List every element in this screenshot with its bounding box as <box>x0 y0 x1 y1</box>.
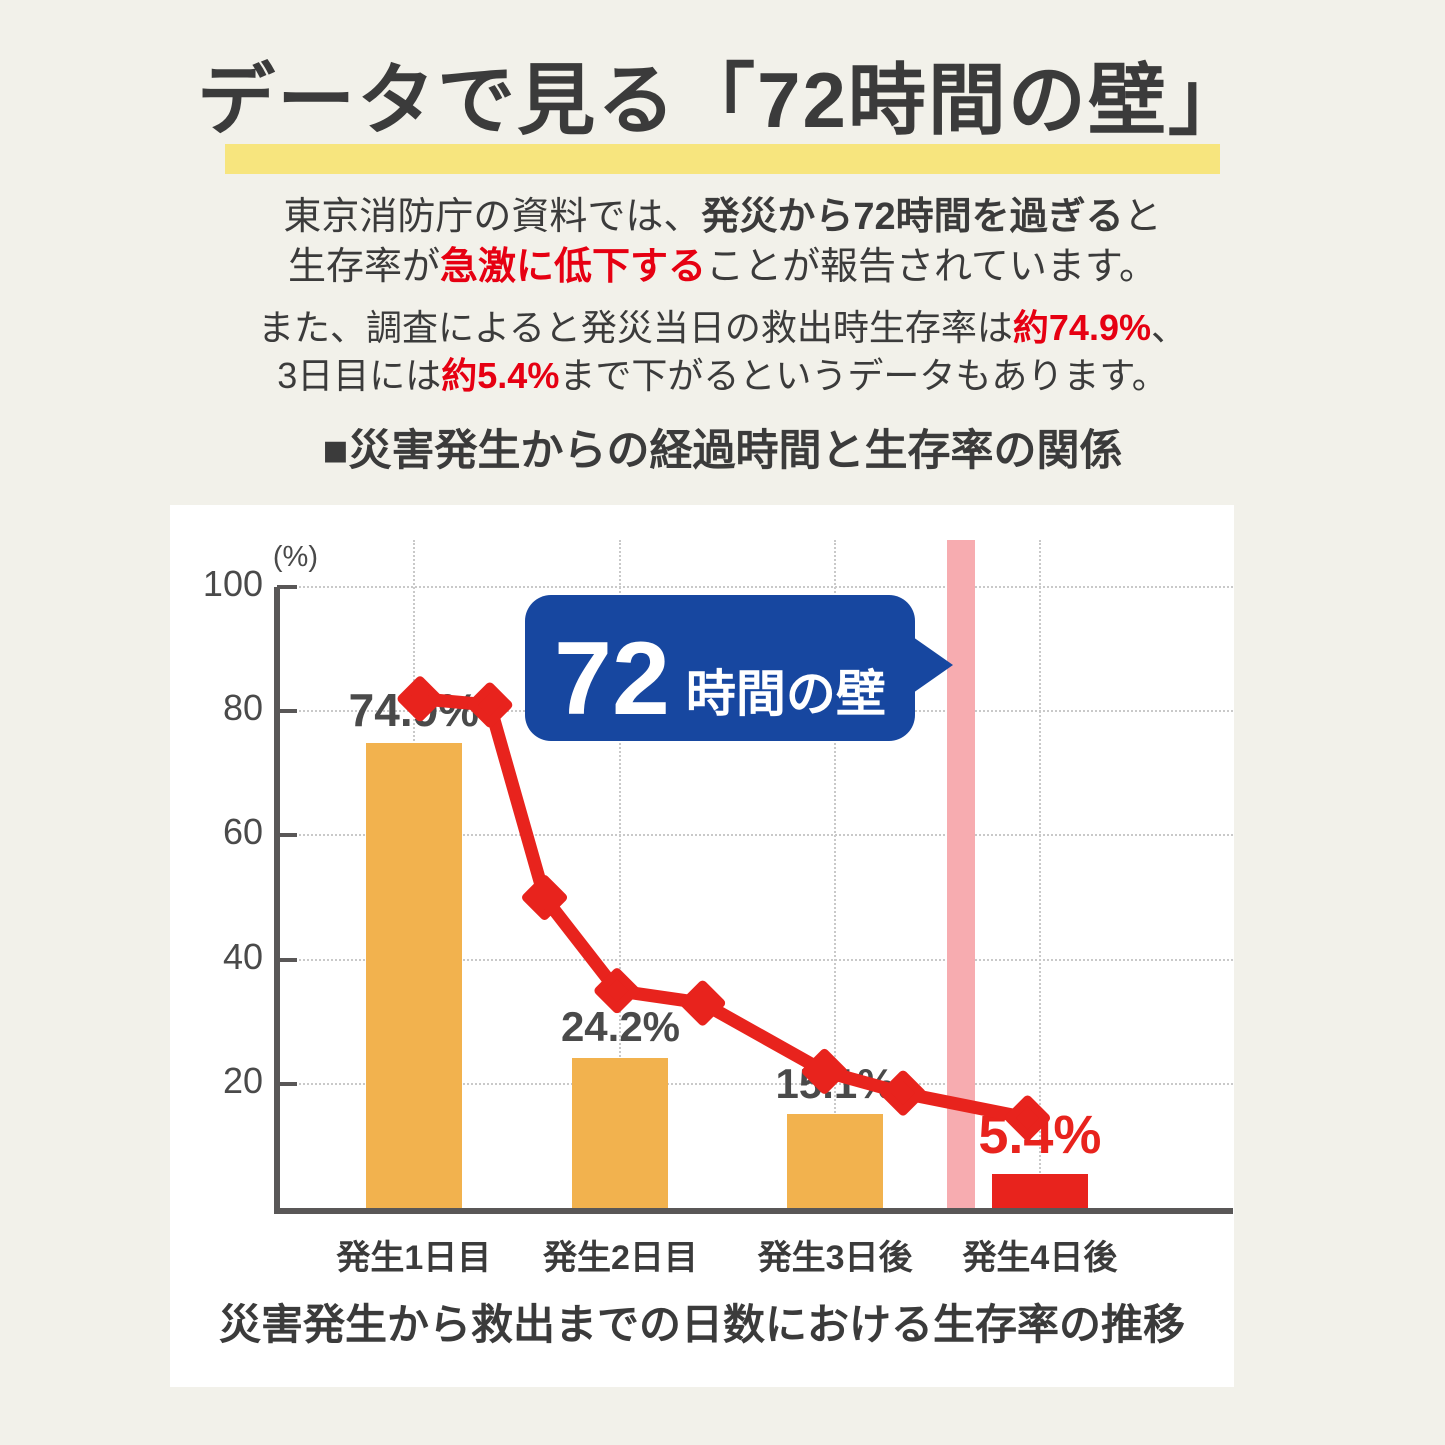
intro-text: と <box>1123 196 1162 238</box>
x-axis-line <box>274 1208 1233 1214</box>
chart-caption: 災害発生から救出までの日数における生存率の推移 <box>218 1301 1185 1348</box>
title-underline-bar <box>225 144 1220 174</box>
gridline-horizontal <box>299 958 1233 961</box>
section-heading: ■災害発生からの経過時間と生存率の関係 <box>322 427 1123 475</box>
gridline-vertical <box>1038 540 1041 1208</box>
line-marker-diamond <box>1005 1095 1051 1141</box>
y-axis-tick <box>277 1081 297 1086</box>
intro-bold-text: 発災から72時間を過ぎる <box>701 196 1124 238</box>
72hour-wall-callout: 72 時間の壁 <box>525 595 953 741</box>
page-title: データで見る「72時間の壁」 <box>197 56 1248 144</box>
intro-text: また、調査によると発災当日の救出時生存率は <box>257 307 1013 348</box>
intro-text: 3日目には <box>277 355 442 396</box>
intro-red-emphasis: 急激に低下する <box>439 246 706 288</box>
x-axis-label: 発生3日後 <box>757 1239 913 1277</box>
survival-bar <box>991 1174 1088 1208</box>
y-axis-label: 100 <box>202 563 263 604</box>
line-marker-diamond <box>880 1070 926 1116</box>
y-axis-tick <box>277 709 297 714</box>
line-marker-diamond <box>594 968 640 1014</box>
x-axis-label: 発生2日目 <box>543 1239 698 1277</box>
callout-tail-pointer <box>913 637 953 693</box>
line-marker-diamond <box>522 875 568 920</box>
intro-text: 東京消防庁の資料では、 <box>283 196 702 238</box>
gridline-horizontal <box>299 834 1233 837</box>
y-axis-unit-label: (%) <box>272 541 318 573</box>
intro-text: 生存率が <box>287 246 440 288</box>
intro-red-emphasis: 約74.9% <box>1012 307 1151 348</box>
survival-rate-line <box>397 676 1051 1141</box>
intro-text: ことが報告されています。 <box>705 246 1158 288</box>
callout-number: 72 <box>554 621 670 737</box>
y-axis-label: 20 <box>222 1059 263 1101</box>
survival-bar <box>365 742 462 1208</box>
y-axis-tick <box>277 833 297 838</box>
gridline-vertical <box>834 540 837 1208</box>
gridline-vertical <box>619 540 622 1208</box>
x-axis-label: 発生1日目 <box>336 1239 492 1277</box>
y-axis-label: 60 <box>222 811 263 853</box>
line-marker-diamond <box>397 676 443 722</box>
y-axis-tick <box>277 957 297 962</box>
intro-text: まで下がるというデータもあります。 <box>559 355 1168 396</box>
y-axis-label: 80 <box>222 687 263 729</box>
gridline-horizontal <box>299 1082 1233 1085</box>
intro-paragraph-1: 東京消防庁の資料では、発災から72時間を過ぎると生存率が急激に低下することが報告… <box>0 192 1445 292</box>
x-axis-label: 発生4日後 <box>962 1239 1118 1277</box>
callout-label: 時間の壁 <box>685 666 886 722</box>
chart-panel: (%) 1008060402074.9%発生1日目24.2%発生2日目15.1%… <box>170 505 1234 1387</box>
survival-bar <box>787 1114 884 1208</box>
y-axis-line <box>274 587 280 1208</box>
y-axis-label: 40 <box>222 935 263 977</box>
intro-text: 、 <box>1150 307 1187 348</box>
y-axis-tick <box>277 585 297 589</box>
line-marker-diamond <box>680 980 726 1026</box>
line-marker-diamond <box>801 1048 847 1094</box>
gridline-horizontal <box>299 586 1233 588</box>
intro-paragraph-2: また、調査によると発災当日の救出時生存率は約74.9%、 3日目には約5.4%まで… <box>0 304 1445 400</box>
intro-red-emphasis: 約5.4% <box>441 355 560 396</box>
line-marker-diamond <box>467 682 513 728</box>
survival-bar <box>572 1057 669 1208</box>
